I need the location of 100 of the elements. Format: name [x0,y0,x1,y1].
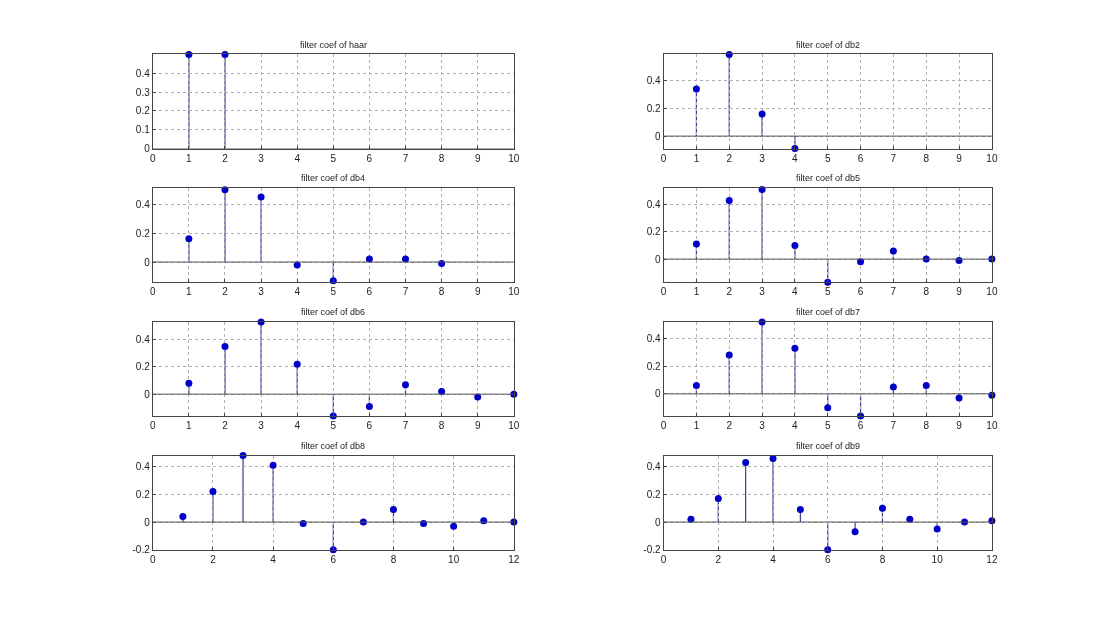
x-tick-label: 5 [330,419,337,431]
y-tick-label: 0.4 [646,199,662,211]
y-tick-label: 0 [655,253,662,265]
y-tick-label: 0 [655,388,662,400]
x-tick-label: 3 [759,286,766,298]
x-tick-label: 6 [366,419,373,431]
x-tick-label: 8 [438,286,445,298]
x-tick-label: 3 [258,152,265,164]
x-tick-label: 7 [402,152,409,164]
y-tick-label: 0.1 [135,124,151,136]
y-tick-label: 0.3 [135,86,151,98]
x-tick-label: 7 [890,419,897,431]
y-tick-label: 0 [655,516,662,528]
x-tick-label: 7 [890,286,897,298]
x-tick-label: 4 [294,152,301,164]
x-tick-label: 2 [715,553,722,565]
y-tick-label: 0 [655,130,662,142]
x-tick-label: 5 [824,286,831,298]
x-tick-label: 7 [402,419,409,431]
y-tick-label: 0.2 [135,227,151,239]
x-tick-label: 8 [923,286,930,298]
chart-title: filter coef of db4 [301,173,366,183]
x-tick-label: 6 [330,553,337,565]
x-tick-label: 8 [438,419,445,431]
chart-title: filter coef of db8 [301,441,366,451]
x-tick-label: 6 [824,553,831,565]
y-tick-label: 0.4 [135,461,151,473]
x-tick-label: 9 [956,419,963,431]
x-tick-label: 2 [726,419,733,431]
chart-title: filter coef of db2 [796,40,861,50]
y-tick-label: 0 [144,388,151,400]
y-tick-label: 0.2 [135,361,151,373]
x-tick-label: 10 [508,286,520,298]
x-tick-label: 6 [857,286,864,298]
y-tick-label: 0.4 [646,75,662,87]
x-tick-label: 12 [508,553,520,565]
x-tick-label: 4 [792,152,799,164]
chart-title: filter coef of haar [300,40,368,50]
y-tick-label: 0.2 [135,488,151,500]
x-tick-label: 12 [986,553,998,565]
x-tick-label: 1 [693,286,700,298]
x-tick-label: 9 [956,286,963,298]
x-tick-label: 5 [330,286,337,298]
x-tick-label: 2 [222,419,229,431]
x-tick-label: 10 [986,286,998,298]
y-tick-label: 0.2 [646,102,662,114]
x-tick-label: 2 [222,152,229,164]
x-tick-label: 7 [402,286,409,298]
y-tick-label: 0.4 [135,198,151,210]
x-tick-label: 9 [474,152,481,164]
y-tick-label: 0.4 [646,333,662,344]
x-tick-label: 3 [759,419,766,431]
x-tick-label: 4 [294,419,301,431]
y-tick-label: 0 [144,516,151,528]
x-tick-label: 4 [792,419,799,431]
x-tick-label: 9 [474,286,481,298]
x-tick-label: 6 [366,286,373,298]
x-tick-label: 1 [693,419,700,431]
y-tick-label: 0.2 [646,226,662,238]
y-tick-label: 0.2 [646,360,662,372]
x-tick-label: 4 [792,286,799,298]
x-tick-label: 5 [330,152,337,164]
x-tick-label: 8 [390,553,397,565]
chart-title: filter coef of db6 [301,307,366,317]
x-tick-label: 4 [270,553,277,565]
x-tick-label: 9 [956,152,963,164]
x-tick-label: 8 [923,419,930,431]
y-tick-label: -0.2 [643,544,662,556]
x-tick-label: 9 [474,419,481,431]
x-tick-label: 1 [693,152,700,164]
x-tick-label: 3 [258,419,265,431]
x-tick-label: 3 [258,286,265,298]
x-tick-label: 1 [186,152,193,164]
x-tick-label: 2 [222,286,229,298]
y-tick-label: 0.4 [135,67,151,79]
x-tick-label: 6 [857,152,864,164]
y-tick-label: 0 [144,143,151,155]
x-tick-label: 2 [726,152,733,164]
x-tick-label: 10 [986,419,998,431]
x-tick-label: 10 [508,419,520,431]
x-tick-label: 10 [986,152,998,164]
y-tick-label: 0.2 [646,488,662,500]
x-tick-label: 8 [879,553,886,565]
x-tick-label: 2 [726,286,733,298]
y-tick-label: -0.2 [132,544,151,556]
x-tick-label: 6 [857,419,864,431]
x-tick-label: 1 [186,419,193,431]
y-tick-label: 0.2 [135,105,151,117]
x-tick-label: 1 [186,286,193,298]
x-tick-label: 8 [923,152,930,164]
x-tick-label: 4 [294,286,301,298]
y-tick-label: 0.4 [646,461,662,473]
chart-title: filter coef of db7 [796,307,861,317]
y-tick-label: 0 [144,256,151,268]
x-tick-label: 3 [759,152,766,164]
x-tick-label: 4 [770,553,777,565]
chart-title: filter coef of db9 [796,441,861,451]
x-tick-label: 10 [508,152,520,164]
x-tick-label: 2 [210,553,217,565]
x-tick-label: 5 [824,152,831,164]
